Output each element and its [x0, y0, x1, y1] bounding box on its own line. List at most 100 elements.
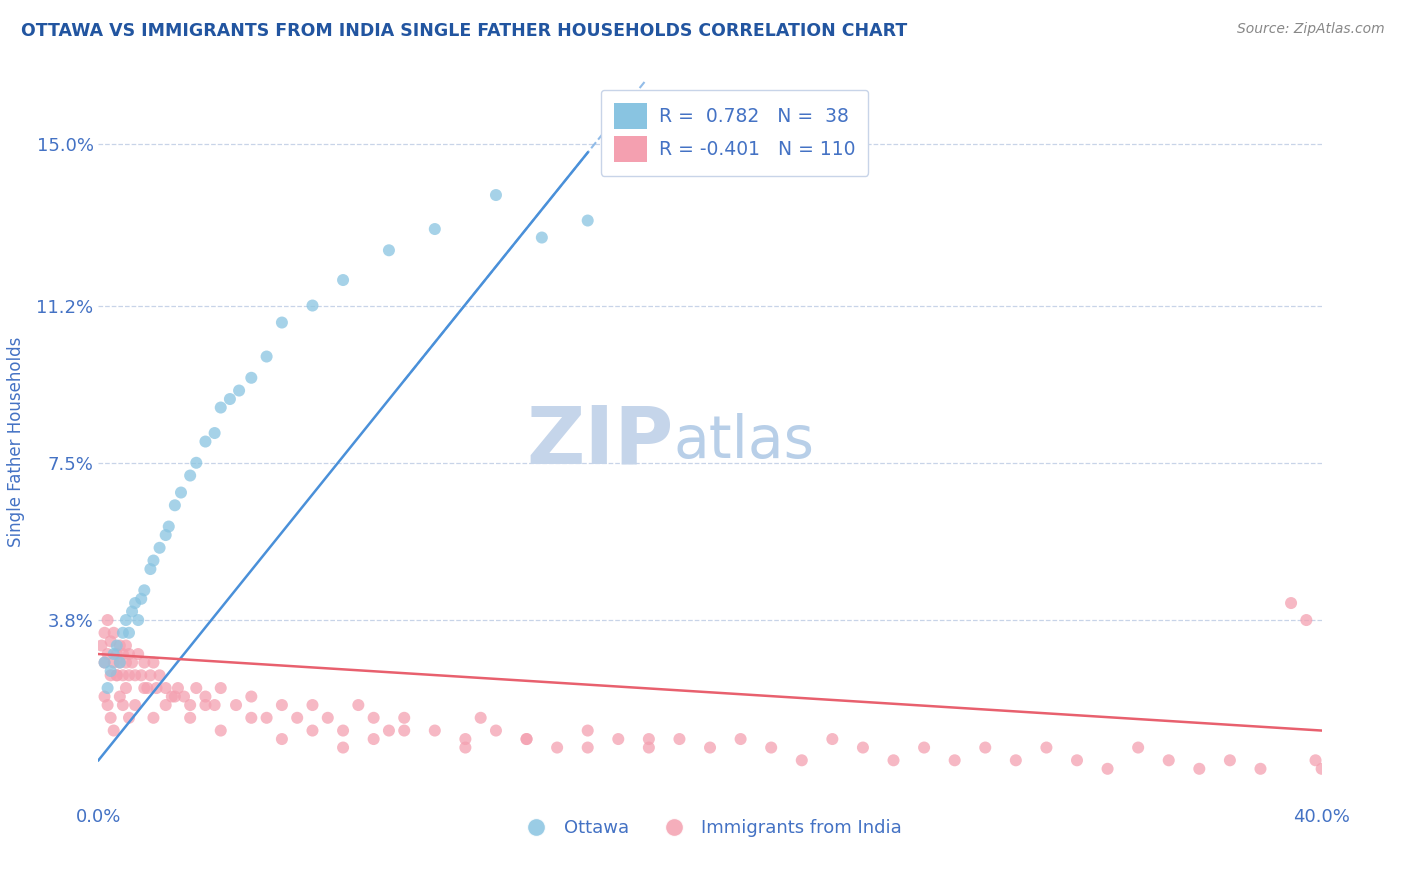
Point	[378, 244, 401, 258]
Point	[121, 656, 143, 670]
Point	[485, 723, 508, 738]
Point	[1066, 753, 1088, 767]
Point	[256, 350, 278, 364]
Point	[179, 711, 201, 725]
Y-axis label: Single Father Households: Single Father Households	[7, 336, 25, 547]
Point	[516, 732, 538, 747]
Point	[179, 468, 201, 483]
Point	[129, 591, 152, 606]
Point	[129, 668, 152, 682]
Point	[194, 434, 217, 449]
Text: OTTAWA VS IMMIGRANTS FROM INDIA SINGLE FATHER HOUSEHOLDS CORRELATION CHART: OTTAWA VS IMMIGRANTS FROM INDIA SINGLE F…	[21, 22, 907, 40]
Point	[108, 656, 131, 670]
Point	[97, 647, 120, 661]
Point	[127, 613, 149, 627]
Point	[637, 732, 661, 747]
Point	[1249, 762, 1271, 776]
Point	[240, 371, 263, 385]
Point	[93, 625, 115, 640]
Point	[1305, 753, 1327, 767]
Point	[149, 668, 172, 682]
Point	[139, 668, 162, 682]
Point	[97, 613, 120, 627]
Point	[821, 732, 844, 747]
Point	[204, 425, 226, 440]
Point	[100, 664, 122, 678]
Point	[118, 711, 141, 725]
Point	[105, 647, 128, 661]
Point	[155, 528, 177, 542]
Point	[103, 723, 125, 738]
Point	[270, 316, 292, 330]
Point	[194, 698, 217, 712]
Point	[134, 583, 156, 598]
Point	[134, 656, 156, 670]
Point	[179, 698, 201, 712]
Point	[186, 681, 208, 695]
Point	[668, 732, 690, 747]
Point	[93, 656, 115, 670]
Point	[108, 690, 131, 704]
Point	[219, 392, 242, 406]
Point	[730, 732, 752, 747]
Point	[115, 613, 138, 627]
Point	[121, 605, 143, 619]
Point	[124, 596, 146, 610]
Point	[392, 711, 416, 725]
Point	[470, 711, 492, 725]
Point	[974, 740, 997, 755]
Point	[100, 634, 122, 648]
Point	[270, 732, 292, 747]
Point	[111, 698, 134, 712]
Point	[546, 740, 568, 755]
Point	[423, 723, 446, 738]
Point	[454, 740, 477, 755]
Point	[108, 639, 131, 653]
Point	[145, 681, 167, 695]
Point	[194, 690, 217, 704]
Point	[97, 698, 120, 712]
Point	[155, 681, 177, 695]
Point	[115, 681, 138, 695]
Point	[124, 668, 146, 682]
Point	[576, 740, 599, 755]
Point	[301, 299, 323, 313]
Point	[160, 690, 183, 704]
Point	[530, 230, 553, 244]
Point	[93, 656, 115, 670]
Point	[139, 562, 162, 576]
Point	[142, 711, 165, 725]
Point	[136, 681, 159, 695]
Text: atlas: atlas	[673, 413, 814, 470]
Point	[142, 553, 165, 567]
Point	[759, 740, 782, 755]
Point	[576, 213, 599, 227]
Point	[204, 698, 226, 712]
Point	[1157, 753, 1180, 767]
Point	[790, 753, 813, 767]
Point	[883, 753, 905, 767]
Point	[134, 681, 156, 695]
Point	[363, 711, 385, 725]
Point	[127, 647, 149, 661]
Point	[118, 647, 141, 661]
Point	[1188, 762, 1211, 776]
Point	[118, 625, 141, 640]
Point	[157, 519, 180, 533]
Point	[516, 732, 538, 747]
Point	[108, 656, 131, 670]
Point	[209, 681, 232, 695]
Point	[256, 711, 278, 725]
Point	[1279, 596, 1302, 610]
Point	[363, 732, 385, 747]
Point	[115, 656, 138, 670]
Point	[103, 625, 125, 640]
Point	[316, 711, 339, 725]
Point	[1097, 762, 1119, 776]
Point	[240, 690, 263, 704]
Point	[301, 723, 323, 738]
Text: ZIP: ZIP	[526, 402, 673, 481]
Point	[1310, 762, 1333, 776]
Point	[124, 698, 146, 712]
Point	[209, 401, 232, 415]
